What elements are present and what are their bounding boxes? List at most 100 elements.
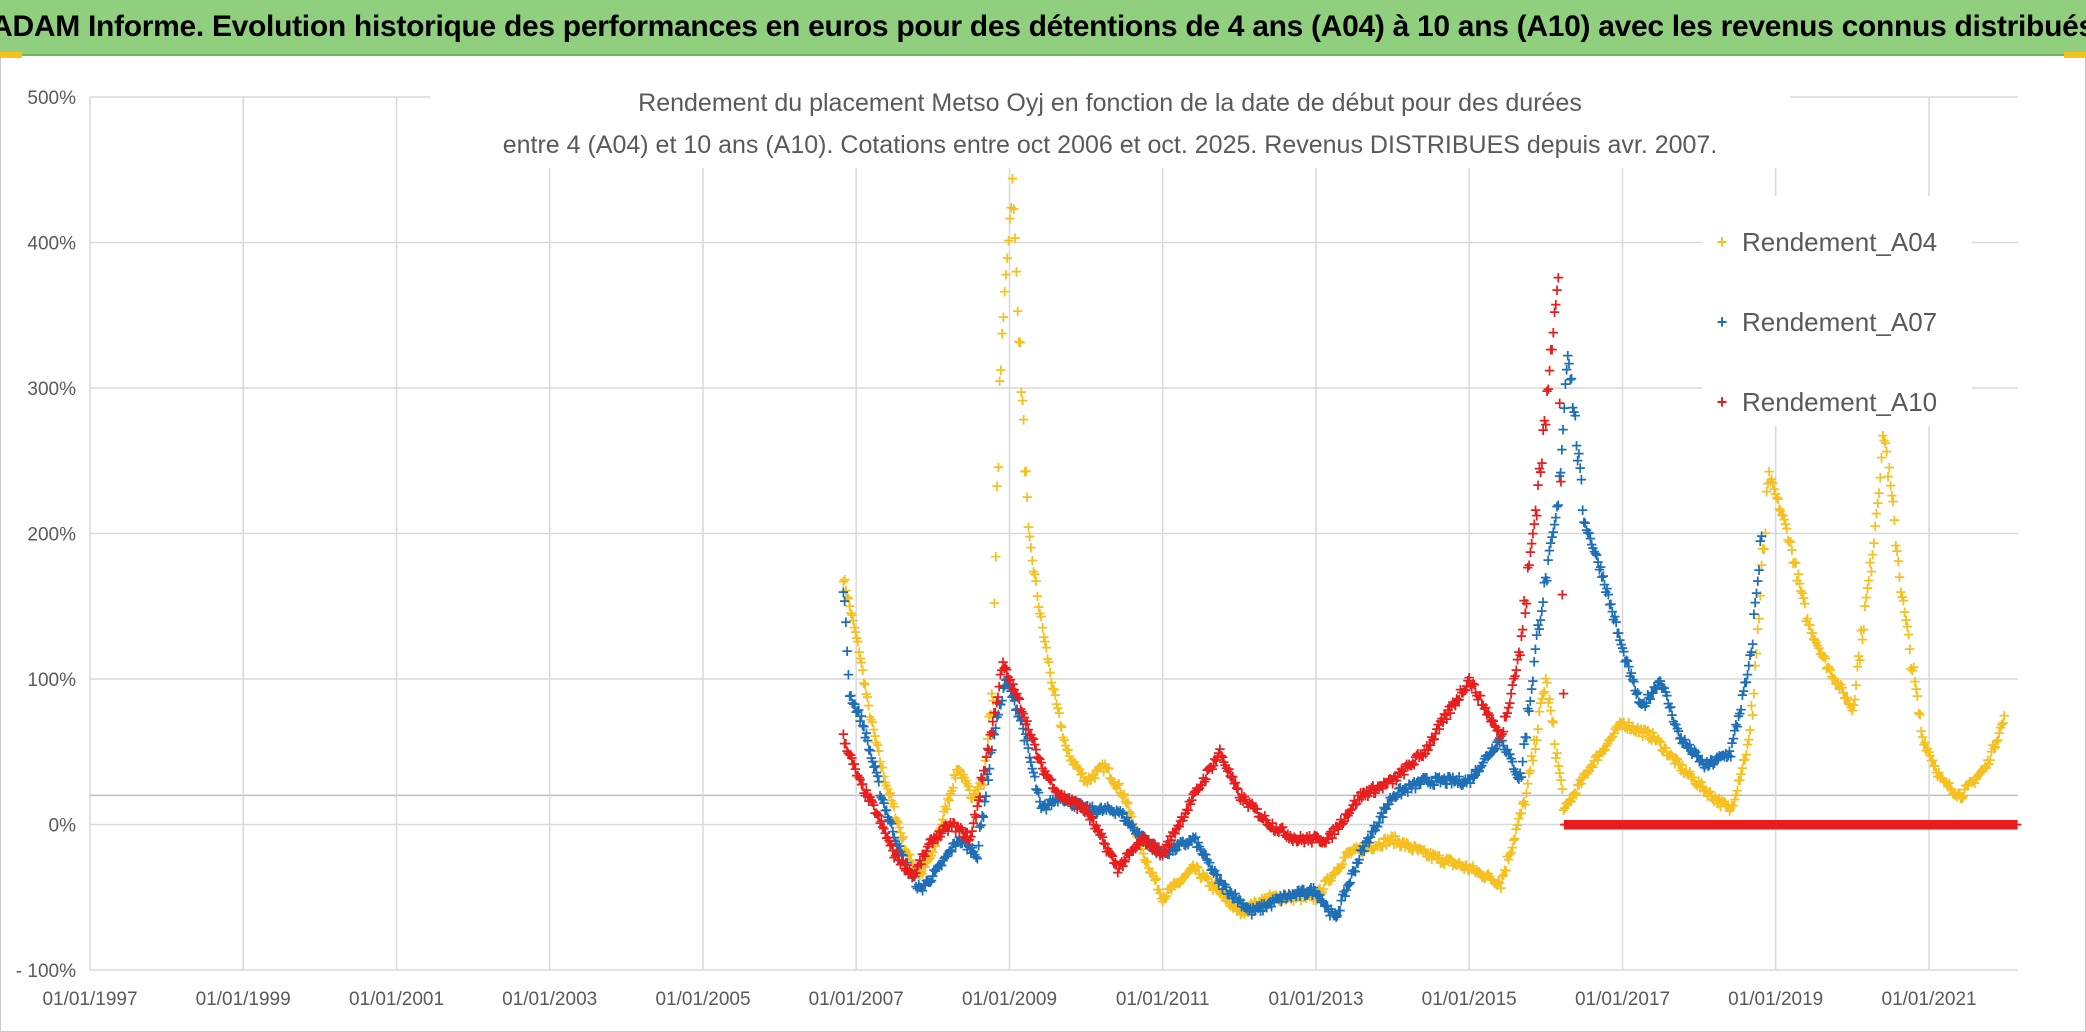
data-point: + — [1901, 617, 1914, 635]
data-point: + — [852, 633, 865, 651]
data-point: + — [887, 795, 900, 813]
data-point: + — [1463, 861, 1476, 879]
data-point: + — [1358, 837, 1371, 855]
data-point: + — [1543, 690, 1556, 708]
data-point: + — [1896, 588, 1909, 606]
data-point: + — [1405, 841, 1418, 859]
data-point: + — [1114, 783, 1127, 801]
data-point: + — [853, 643, 866, 661]
data-point: + — [1223, 894, 1236, 912]
data-point: + — [1829, 675, 1842, 693]
data-point: + — [1891, 542, 1904, 560]
data-point: + — [1239, 903, 1252, 921]
data-point: + — [1053, 704, 1066, 722]
data-point: + — [1573, 776, 1586, 794]
data-point: + — [1726, 796, 1739, 814]
data-point: + — [1557, 685, 1570, 703]
data-point: + — [1759, 524, 1772, 542]
data-point: + — [1855, 622, 1868, 640]
data-point: + — [1677, 764, 1690, 782]
data-point: + — [1765, 470, 1778, 488]
data-point: + — [986, 685, 999, 703]
data-point: + — [1537, 593, 1550, 611]
data-point: + — [1168, 874, 1181, 892]
data-point: + — [1623, 714, 1636, 732]
data-point: + — [1603, 731, 1616, 749]
data-point: + — [996, 324, 1009, 342]
data-point: + — [1141, 852, 1154, 870]
data-point: + — [998, 283, 1011, 301]
data-point: + — [1261, 891, 1274, 909]
data-point: + — [1395, 837, 1408, 855]
data-point: + — [978, 776, 991, 794]
data-point: + — [1154, 884, 1167, 902]
data-point: + — [2010, 816, 2023, 834]
data-point: + — [1801, 610, 1814, 628]
data-point: + — [1638, 721, 1651, 739]
data-point: + — [1755, 527, 1768, 545]
data-point: + — [1169, 874, 1182, 892]
data-point: + — [1541, 572, 1554, 590]
data-point: + — [1514, 804, 1527, 822]
data-point: + — [1371, 838, 1384, 856]
data-point: + — [1473, 863, 1486, 881]
data-point: + — [1838, 689, 1851, 707]
data-point: + — [1123, 803, 1136, 821]
data-point: + — [1483, 867, 1496, 885]
data-point: + — [885, 792, 898, 810]
data-point: + — [1375, 838, 1388, 856]
data-point: + — [947, 778, 960, 796]
data-point: + — [1718, 793, 1731, 811]
data-point: + — [1085, 770, 1098, 788]
data-point: + — [1543, 361, 1556, 379]
data-point: + — [1650, 731, 1663, 749]
data-point: + — [1900, 611, 1913, 629]
data-point: + — [1286, 885, 1299, 903]
data-point: + — [1023, 527, 1036, 545]
data-point: + — [1580, 763, 1593, 781]
data-point: + — [1630, 723, 1643, 741]
data-point: + — [838, 592, 851, 610]
data-point: + — [1164, 879, 1177, 897]
x-tick-label: 01/01/2015 — [1422, 989, 1517, 1010]
data-point: + — [1743, 730, 1756, 748]
data-point: + — [1325, 871, 1338, 889]
data-point: + — [1478, 869, 1491, 887]
data-point: + — [1845, 699, 1858, 717]
data-point: + — [1514, 646, 1527, 664]
data-point: + — [854, 649, 867, 667]
data-point: + — [919, 858, 932, 876]
data-point: + — [1515, 804, 1528, 822]
data-point: + — [1073, 760, 1086, 778]
data-point: + — [1081, 773, 1094, 791]
data-point: + — [1511, 816, 1524, 834]
data-point: + — [993, 372, 1006, 390]
data-point: + — [1564, 792, 1577, 810]
data-point: + — [1861, 579, 1874, 597]
data-point: + — [1897, 592, 1910, 610]
data-point: + — [1619, 719, 1632, 737]
data-point: + — [1781, 520, 1794, 538]
data-point: + — [1764, 472, 1777, 490]
data-point: + — [1715, 791, 1728, 809]
data-point: + — [1468, 861, 1481, 879]
data-point: + — [1527, 672, 1540, 690]
data-point: + — [1369, 837, 1382, 855]
data-point: + — [1315, 885, 1328, 903]
data-point: + — [1670, 749, 1683, 767]
data-point: + — [1584, 758, 1597, 776]
data-point: + — [1000, 266, 1013, 284]
data-point: + — [1345, 844, 1358, 862]
data-point: + — [1653, 732, 1666, 750]
data-point: + — [1095, 759, 1108, 777]
data-point: + — [1516, 753, 1529, 771]
data-point: + — [1132, 826, 1145, 844]
data-point: + — [1658, 739, 1671, 757]
data-point: + — [1608, 724, 1621, 742]
data-point: + — [1333, 859, 1346, 877]
data-point: + — [995, 361, 1008, 379]
data-point: + — [1717, 793, 1730, 811]
data-point: + — [1832, 674, 1845, 692]
corner-accent-left — [0, 52, 22, 58]
chart-grid — [89, 96, 2018, 971]
